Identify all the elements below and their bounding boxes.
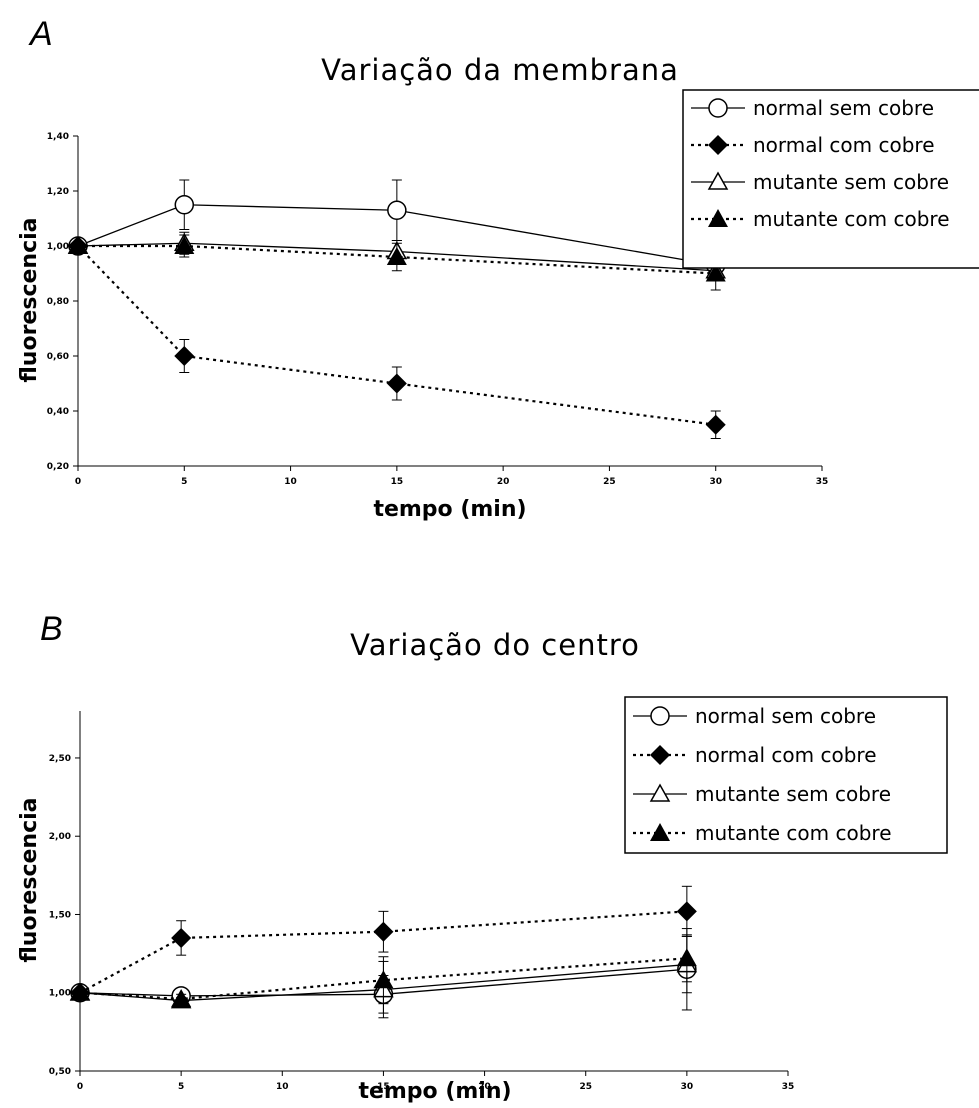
y-tick-label: 1,40: [47, 132, 69, 142]
legend-marker: [708, 98, 728, 118]
x-tick-label: 10: [276, 1082, 289, 1092]
x-tick-label: 0: [77, 1082, 83, 1092]
data-point: [705, 414, 726, 435]
legend-label: normal com cobre: [753, 133, 935, 157]
series-line: [77, 204, 716, 266]
series-line: [78, 244, 716, 275]
panel-a-plot: 0 5 10 15 20 25 30 35 0,20 0,40 0,60 0,80 1,00 1,20 1,…: [47, 89, 979, 487]
x-tick-label: 15: [391, 477, 404, 487]
series-line: [77, 242, 716, 272]
panel-b-letter: B: [40, 610, 63, 648]
x-tick-label: 20: [478, 1082, 491, 1092]
legend-marker: [650, 706, 670, 726]
legend-label: normal com cobre: [695, 743, 877, 767]
panel-a-letter: A: [28, 15, 53, 53]
x-tick-label: 15: [377, 1082, 390, 1092]
panel-b-title: Variação do centro: [350, 628, 640, 662]
y-tick-label: 1,20: [47, 187, 69, 197]
legend-label: mutante com cobre: [753, 207, 950, 231]
y-tick-label: 0,60: [47, 352, 69, 362]
legend-marker: [649, 783, 671, 802]
legend-label: mutante com cobre: [695, 821, 892, 845]
x-tick-label: 25: [603, 477, 616, 487]
legend-label: normal sem cobre: [695, 704, 876, 728]
data-point: [676, 901, 697, 922]
data-point: [68, 236, 88, 254]
series-line: [79, 910, 687, 994]
series-line: [77, 245, 716, 426]
x-tick-label: 25: [579, 1082, 592, 1092]
legend-label: mutante sem cobre: [753, 170, 949, 194]
panel-a-xlabel: tempo (min): [373, 497, 526, 522]
legend-marker: [650, 823, 670, 841]
y-tick-label: 0,50: [49, 1067, 71, 1077]
series-mutante-com-cobre: [68, 234, 726, 291]
x-tick-label: 30: [681, 1082, 694, 1092]
data-point: [676, 948, 697, 967]
x-tick-label: 10: [284, 477, 297, 487]
legend-label: mutante sem cobre: [695, 782, 891, 806]
data-point: [387, 200, 407, 220]
x-tick-label: 0: [75, 477, 81, 487]
y-tick-label: 0,80: [47, 297, 69, 307]
x-tick-label: 20: [497, 477, 510, 487]
y-tick-label: 2,50: [49, 754, 71, 764]
panel-b-xlabel: tempo (min): [358, 1079, 511, 1104]
legend-box: [624, 696, 948, 854]
data-point: [705, 263, 726, 282]
y-tick-label: 1,50: [49, 910, 71, 920]
data-point: [373, 921, 394, 942]
y-tick-label: 1,00: [47, 242, 69, 252]
data-point: [386, 247, 407, 265]
legend-label: normal sem cobre: [753, 96, 934, 120]
y-tick-label: 2,00: [49, 832, 71, 842]
legend: normal sem cobre normal com cobre mutante …: [682, 89, 979, 269]
panel-b-ylabel: fluorescencia: [17, 798, 42, 963]
data-point: [373, 970, 394, 989]
legend-marker: [708, 209, 728, 227]
x-tick-label: 5: [181, 477, 187, 487]
data-point: [174, 346, 195, 366]
x-tick-label: 35: [782, 1082, 795, 1092]
panel-a-ylabel: fluorescencia: [17, 218, 42, 383]
data-point: [386, 373, 407, 394]
legend-marker: [707, 171, 729, 190]
data-point: [70, 982, 90, 1001]
data-point: [174, 236, 195, 254]
legend-box: [682, 89, 979, 269]
panel-a-title: Variação da membrana: [321, 53, 679, 87]
data-point: [174, 195, 195, 215]
y-tick-label: 0,40: [47, 407, 69, 417]
y-tick-label: 0,20: [47, 462, 69, 472]
y-tick-label: 1,00: [49, 989, 71, 999]
legend: normal sem cobre normal com cobre mutante …: [624, 696, 948, 854]
x-tick-label: 30: [709, 477, 722, 487]
panel-b-plot: 0 5 10 15 20 25 30 35 0,50 1,00 1,50 2,00 2,50 normal…: [49, 696, 948, 1092]
legend-marker: [708, 135, 728, 155]
data-point: [171, 989, 192, 1007]
data-point: [171, 927, 192, 948]
x-tick-label: 5: [178, 1082, 184, 1092]
x-tick-label: 35: [816, 477, 829, 487]
series-line: [79, 957, 687, 1001]
legend-marker: [650, 745, 670, 765]
series-mutante-com-cobre: [70, 934, 697, 1007]
